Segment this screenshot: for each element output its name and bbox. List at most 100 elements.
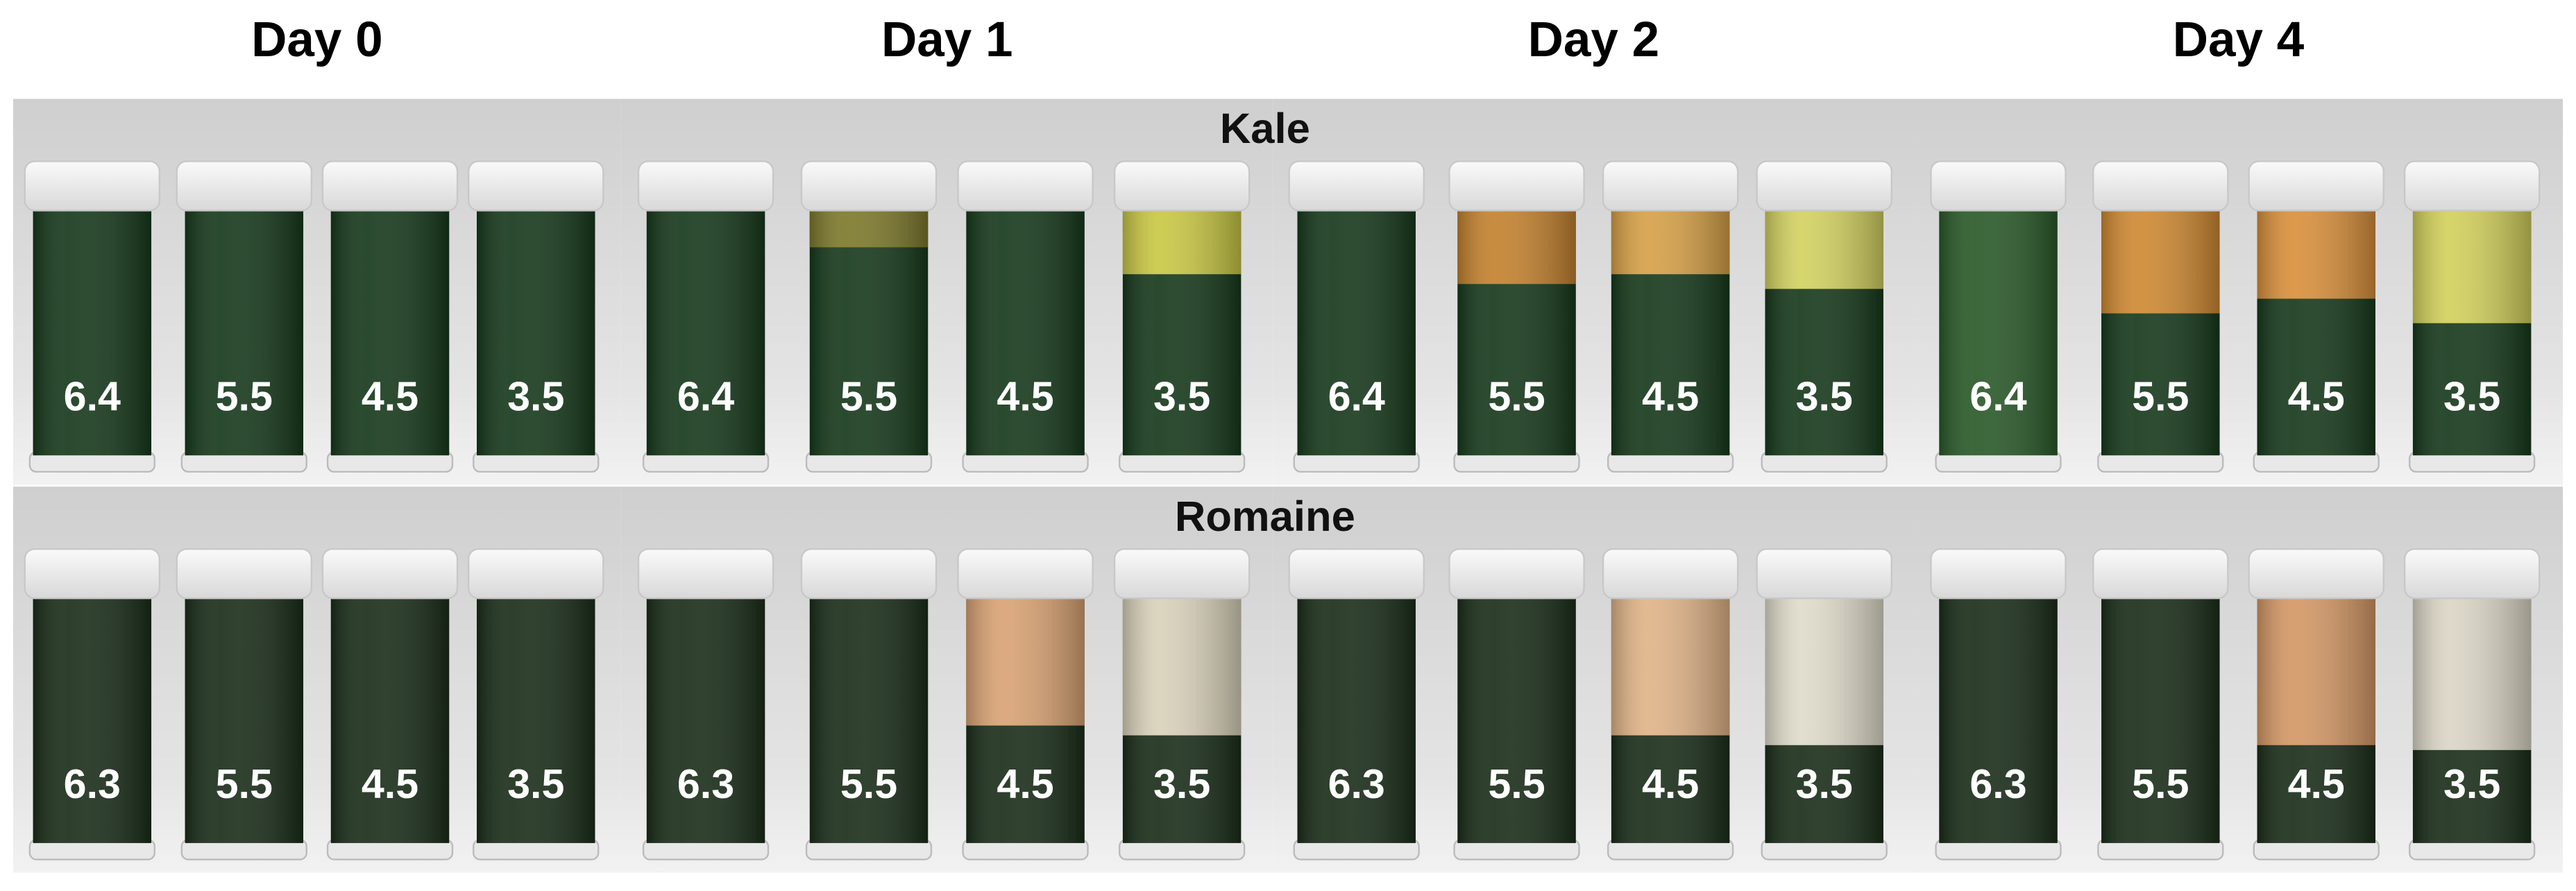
vial-cap — [1288, 160, 1425, 212]
vial-cap — [24, 548, 161, 600]
vial: 6.3 — [637, 548, 774, 860]
vial-glass — [1939, 598, 2058, 843]
ph-label: 4.5 — [1642, 761, 1699, 807]
vial: 5.5 — [176, 548, 313, 860]
vial: 5.5 — [800, 160, 938, 473]
column-header: Day 1 — [881, 12, 1013, 67]
vial-glass — [330, 598, 450, 843]
ph-label: 3.5 — [1153, 761, 1210, 807]
vial: 3.5 — [2403, 160, 2541, 473]
vial-glass — [1122, 210, 1242, 456]
vial: 4.5 — [2248, 160, 2384, 473]
photo-panel: 6.3 5.5 4.5 3.5 — [1913, 486, 2564, 873]
vial-glass — [1939, 210, 2058, 456]
vial: 5.5 — [1448, 548, 1585, 860]
photo-panel: 6.4 5.5 4.5 3.5 — [1273, 99, 1914, 485]
ph-label: 4.5 — [2288, 761, 2345, 807]
vial-cap — [800, 160, 938, 212]
vial-glass — [2257, 210, 2375, 456]
vial-cap — [2248, 548, 2384, 600]
vial-glass — [646, 598, 765, 843]
vial: 6.4 — [637, 160, 774, 473]
vial-cap — [321, 160, 459, 212]
vial: 4.5 — [957, 548, 1094, 860]
column-header: Day 0 — [251, 12, 383, 67]
vial: 3.5 — [1756, 160, 1892, 473]
ph-label: 3.5 — [2443, 761, 2500, 807]
row-label: Kale — [1220, 105, 1310, 153]
vial-cap — [2403, 548, 2541, 600]
vial-glass — [809, 210, 929, 456]
vial-cap — [176, 548, 313, 600]
vial-glass — [809, 598, 929, 843]
vial-glass — [185, 210, 304, 456]
vial-cap — [1113, 160, 1251, 212]
vial-cap — [467, 160, 604, 212]
vial-cap — [637, 548, 774, 600]
vial: 4.5 — [957, 160, 1094, 473]
vial: 6.4 — [1930, 160, 2067, 473]
vial: 4.5 — [1602, 548, 1739, 860]
vial-glass — [1765, 598, 1883, 843]
ph-label: 5.5 — [840, 761, 897, 807]
vial-glass — [1297, 598, 1416, 843]
vial-cap — [2092, 548, 2229, 600]
vial-cap — [176, 160, 313, 212]
vial: 6.3 — [1930, 548, 2067, 860]
photo-panel: 6.3 5.5 4.5 3.5 — [620, 486, 1273, 873]
vial-glass — [33, 598, 152, 843]
ph-label: 5.5 — [840, 373, 897, 419]
vial: 3.5 — [467, 548, 604, 860]
vial-glass — [1297, 210, 1416, 456]
vial-cap — [1113, 548, 1251, 600]
vial-glass — [1457, 210, 1576, 456]
vial: 4.5 — [2248, 548, 2384, 860]
vial-glass — [2257, 598, 2375, 843]
ph-label: 5.5 — [216, 373, 273, 419]
vial-cap — [1448, 160, 1585, 212]
vial: 3.5 — [1113, 160, 1251, 473]
vial-glass — [2412, 598, 2532, 843]
vial: 3.5 — [1756, 548, 1892, 860]
ph-label: 6.4 — [1328, 373, 1385, 419]
ph-label: 4.5 — [1642, 373, 1699, 419]
vial-cap — [2092, 160, 2229, 212]
vial-glass — [1611, 210, 1730, 456]
vial-cap — [1288, 548, 1425, 600]
ph-label: 6.4 — [1969, 373, 2026, 419]
ph-label: 3.5 — [2443, 373, 2500, 419]
photo-panel: 6.3 5.5 4.5 3.5 — [12, 486, 621, 873]
photo-panel: 6.4 5.5 4.5 3.5 — [620, 99, 1273, 485]
vial-glass — [966, 210, 1085, 456]
vial: 5.5 — [1448, 160, 1585, 473]
ph-label: 4.5 — [997, 373, 1053, 419]
vial: 6.4 — [24, 160, 161, 473]
vial: 5.5 — [2092, 160, 2229, 473]
ph-label: 6.3 — [1969, 761, 2026, 807]
ph-label: 5.5 — [1488, 761, 1545, 807]
ph-label: 3.5 — [1796, 761, 1853, 807]
vial-glass — [185, 598, 304, 843]
vial-glass — [477, 210, 595, 456]
vial: 5.5 — [800, 548, 938, 860]
vial-glass — [477, 598, 595, 843]
ph-label: 3.5 — [507, 761, 564, 807]
vial: 4.5 — [321, 548, 459, 860]
ph-label: 6.3 — [677, 761, 734, 807]
vial: 3.5 — [1113, 548, 1251, 860]
ph-label: 4.5 — [2288, 373, 2345, 419]
ph-label: 3.5 — [507, 373, 564, 419]
vial-cap — [1448, 548, 1585, 600]
vial: 4.5 — [321, 160, 459, 473]
ph-label: 4.5 — [362, 373, 418, 419]
column-header: Day 4 — [2173, 12, 2305, 67]
ph-label: 5.5 — [1488, 373, 1545, 419]
vial: 6.3 — [24, 548, 161, 860]
vial-glass — [1122, 598, 1242, 843]
vial-glass — [1765, 210, 1883, 456]
vial-cap — [1930, 160, 2067, 212]
vial-cap — [1756, 548, 1892, 600]
vial-cap — [637, 160, 774, 212]
ph-label: 6.3 — [64, 761, 121, 807]
